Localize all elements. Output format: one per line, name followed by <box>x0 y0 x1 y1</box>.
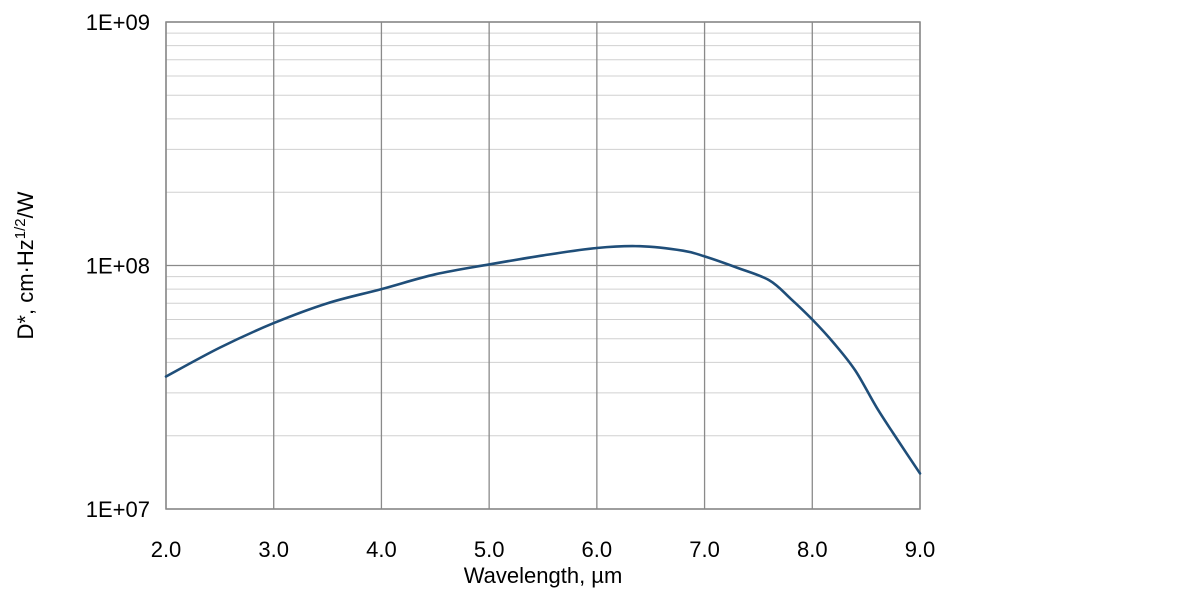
minor-grid <box>166 32 920 437</box>
x-tick-label: 5.0 <box>474 537 505 562</box>
y-axis-label-suffix: /W <box>13 191 38 218</box>
y-axis-label-prefix: D*, cm·Hz <box>13 239 38 339</box>
x-axis-label: Wavelength, µm <box>464 563 623 588</box>
y-axis-label: D*, cm·Hz1/2/W <box>12 191 39 339</box>
x-tick-label: 9.0 <box>905 537 936 562</box>
series-line <box>164 244 922 475</box>
x-tick-label: 4.0 <box>366 537 397 562</box>
y-tick-label: 1E+09 <box>86 10 150 35</box>
x-tick-label: 2.0 <box>151 537 182 562</box>
y-tick-label: 1E+08 <box>86 254 150 279</box>
x-tick-label: 7.0 <box>689 537 720 562</box>
y-tick-labels: 1E+07 1E+08 1E+09 <box>86 10 150 522</box>
series-layer <box>164 244 922 475</box>
plot-frame <box>165 21 921 510</box>
x-tick-labels: 2.0 3.0 4.0 5.0 6.0 7.0 8.0 9.0 <box>151 537 936 562</box>
x-tick-label: 3.0 <box>258 537 289 562</box>
x-tick-label: 6.0 <box>582 537 613 562</box>
y-axis-label-superscript: 1/2 <box>12 218 29 239</box>
x-tick-label: 8.0 <box>797 537 828 562</box>
y-tick-label: 1E+07 <box>86 497 150 522</box>
